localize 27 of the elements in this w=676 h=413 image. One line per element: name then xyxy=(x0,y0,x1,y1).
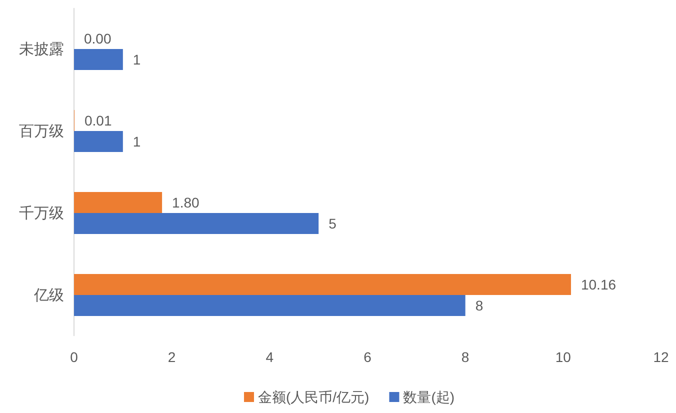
x-tick-label: 2 xyxy=(168,349,176,365)
data-label: 8 xyxy=(475,298,484,314)
bar xyxy=(74,213,319,234)
x-tick-label: 8 xyxy=(461,349,470,365)
bar xyxy=(74,192,162,213)
data-label: 0.00 xyxy=(84,30,112,46)
bar xyxy=(74,49,123,70)
legend-label: 金额(人民币/亿元) xyxy=(258,389,370,405)
y-tick-label: 未披露 xyxy=(19,41,64,58)
x-tick-label: 6 xyxy=(364,349,372,365)
y-tick-label: 百万级 xyxy=(19,123,64,140)
x-tick-label: 12 xyxy=(653,349,669,365)
bar xyxy=(74,274,571,295)
legend-label: 数量(起) xyxy=(403,389,455,405)
x-tick-label: 4 xyxy=(266,349,274,365)
bar xyxy=(74,131,123,152)
x-tick-label: 0 xyxy=(70,349,78,365)
y-tick-label: 亿级 xyxy=(33,287,64,304)
data-label: 1.80 xyxy=(172,194,200,210)
data-label: 0.01 xyxy=(84,112,112,128)
y-tick-label: 千万级 xyxy=(19,205,64,222)
x-tick-label: 10 xyxy=(555,349,572,365)
data-label: 1 xyxy=(132,134,141,150)
data-label: 10.16 xyxy=(580,276,616,292)
bar xyxy=(74,295,466,316)
data-label: 5 xyxy=(328,216,337,232)
data-label: 1 xyxy=(132,52,141,68)
